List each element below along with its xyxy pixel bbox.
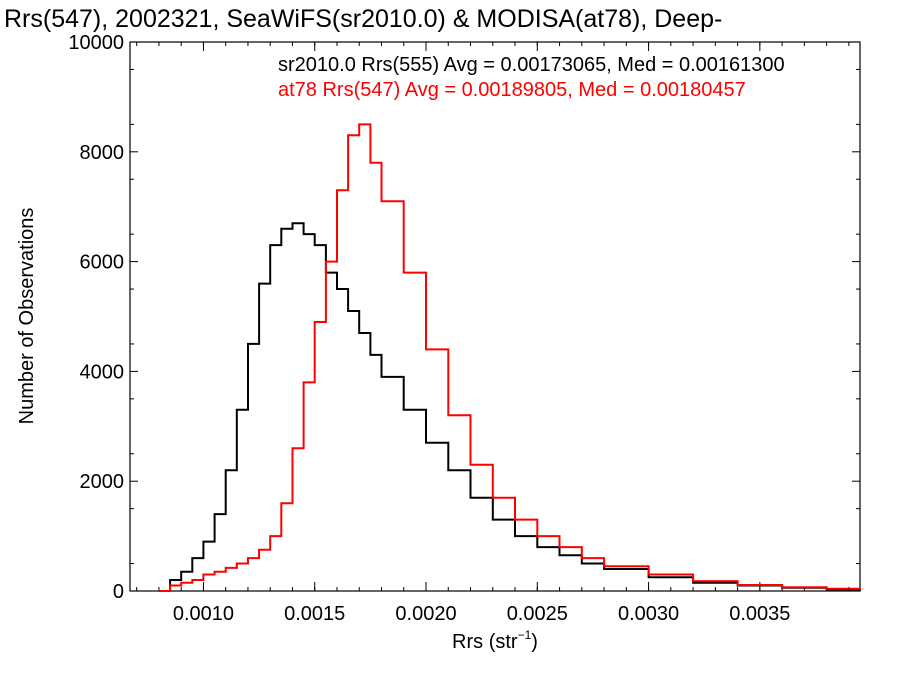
y-tick-label: 10000: [68, 32, 124, 54]
y-axis-label: Number of Observations: [16, 208, 38, 425]
plot-frame: [129, 41, 861, 592]
legend-entry-red: at78 Rrs(547) Avg = 0.00189805, Med = 0.…: [278, 79, 746, 101]
x-axis-label-close: ): [531, 631, 538, 653]
series-layer: [158, 123, 861, 592]
x-axis-label: Rrs (str−1): [452, 628, 538, 653]
x-axis-label-main: Rrs (str: [452, 631, 518, 653]
x-tick-label: 0.0030: [618, 603, 679, 625]
x-axis: 0.0010 0.0015 0.0020 0.0025 0.0030 0.0035: [136, 42, 850, 625]
x-tick-label: 0.0025: [507, 603, 568, 625]
x-tick-label: 0.0035: [729, 603, 790, 625]
series-line-0: [158, 222, 861, 592]
x-tick-label: 0.0015: [284, 603, 345, 625]
y-tick-label: 4000: [80, 361, 125, 383]
y-tick-label: 8000: [80, 142, 125, 164]
x-axis-label-superscript: −1: [518, 628, 532, 642]
y-axis: 0 2000 4000 6000 8000 10000: [68, 32, 860, 603]
x-tick-label: 0.0010: [173, 603, 234, 625]
series-line-1: [158, 123, 861, 592]
x-tick-label: 0.0020: [395, 603, 456, 625]
y-tick-label: 6000: [80, 252, 125, 274]
legend-entry-black: sr2010.0 Rrs(555) Avg = 0.00173065, Med …: [278, 54, 785, 76]
y-tick-label: 2000: [80, 471, 125, 493]
chart-title: Rrs(547), 2002321, SeaWiFS(sr2010.0) & M…: [4, 5, 722, 33]
y-tick-label: 0: [113, 581, 124, 603]
